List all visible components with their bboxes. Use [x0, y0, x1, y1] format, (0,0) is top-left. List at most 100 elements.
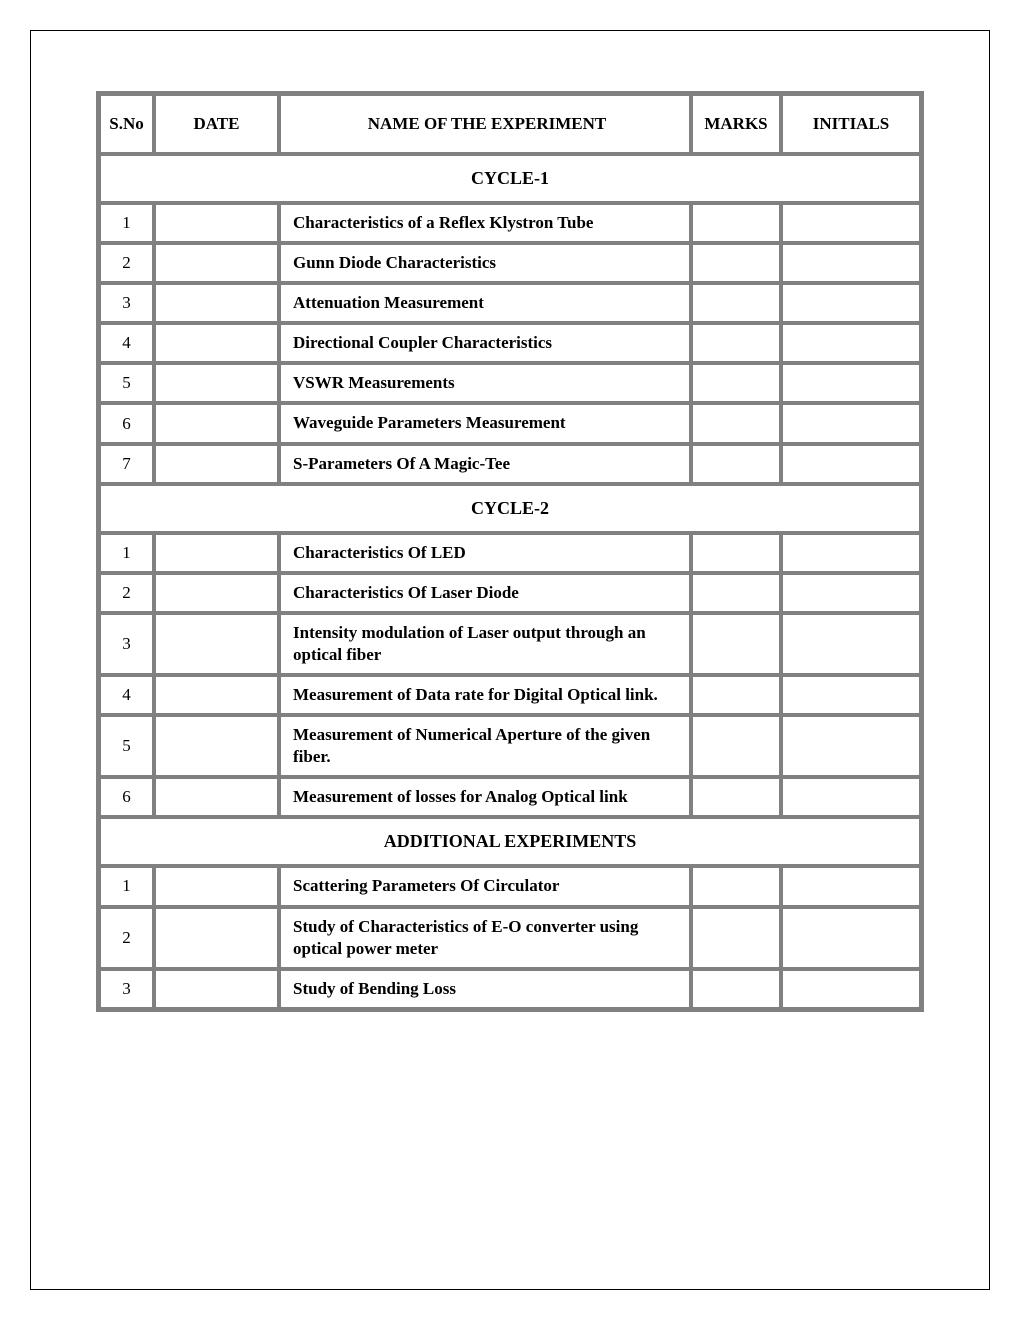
cell-experiment-name: Study of Characteristics of E-O converte…: [279, 907, 691, 969]
cell-marks: [691, 323, 781, 363]
section-header: CYCLE-2: [99, 484, 921, 533]
cell-sno: 2: [99, 573, 154, 613]
cell-sno: 3: [99, 613, 154, 675]
cell-marks: [691, 243, 781, 283]
table-row: 4Directional Coupler Characteristics: [99, 323, 921, 363]
cell-marks: [691, 283, 781, 323]
cell-initials: [781, 613, 921, 675]
cell-sno: 4: [99, 323, 154, 363]
table-body: CYCLE-11Characteristics of a Reflex Klys…: [99, 154, 921, 1009]
cell-marks: [691, 533, 781, 573]
cell-marks: [691, 675, 781, 715]
cell-date: [154, 613, 279, 675]
table-row: 2 Characteristics Of Laser Diode: [99, 573, 921, 613]
cell-date: [154, 243, 279, 283]
cell-marks: [691, 777, 781, 817]
cell-date: [154, 283, 279, 323]
cell-sno: 3: [99, 969, 154, 1009]
cell-experiment-name: VSWR Measurements: [279, 363, 691, 403]
section-title: CYCLE-1: [99, 154, 921, 203]
cell-initials: [781, 777, 921, 817]
cell-sno: 2: [99, 907, 154, 969]
table-row: 7S-Parameters Of A Magic-Tee: [99, 444, 921, 484]
cell-initials: [781, 675, 921, 715]
cell-date: [154, 573, 279, 613]
table-row: 2 Study of Characteristics of E-O convert…: [99, 907, 921, 969]
experiments-table: S.No DATE NAME OF THE EXPERIMENT MARKS I…: [96, 91, 924, 1012]
cell-marks: [691, 203, 781, 243]
table-row: 6 Measurement of losses for Analog Optica…: [99, 777, 921, 817]
cell-experiment-name: Attenuation Measurement: [279, 283, 691, 323]
cell-date: [154, 533, 279, 573]
cell-sno: 5: [99, 363, 154, 403]
cell-marks: [691, 403, 781, 443]
cell-marks: [691, 363, 781, 403]
cell-initials: [781, 907, 921, 969]
page-border: S.No DATE NAME OF THE EXPERIMENT MARKS I…: [30, 30, 990, 1290]
cell-date: [154, 675, 279, 715]
cell-date: [154, 866, 279, 906]
section-header: CYCLE-1: [99, 154, 921, 203]
cell-experiment-name: Characteristics Of Laser Diode: [279, 573, 691, 613]
cell-marks: [691, 573, 781, 613]
cell-sno: 6: [99, 403, 154, 443]
table-row: 6 Waveguide Parameters Measurement: [99, 403, 921, 443]
cell-initials: [781, 243, 921, 283]
cell-initials: [781, 573, 921, 613]
cell-initials: [781, 363, 921, 403]
cell-sno: 4: [99, 675, 154, 715]
cell-experiment-name: Measurement of Numerical Aperture of the…: [279, 715, 691, 777]
cell-initials: [781, 403, 921, 443]
table-row: 1 Scattering Parameters Of Circulator: [99, 866, 921, 906]
cell-initials: [781, 203, 921, 243]
cell-experiment-name: Scattering Parameters Of Circulator: [279, 866, 691, 906]
cell-marks: [691, 907, 781, 969]
cell-date: [154, 203, 279, 243]
cell-date: [154, 323, 279, 363]
section-header: ADDITIONAL EXPERIMENTS: [99, 817, 921, 866]
cell-experiment-name: Waveguide Parameters Measurement: [279, 403, 691, 443]
cell-sno: 1: [99, 866, 154, 906]
table-row: 4 Measurement of Data rate for Digital Op…: [99, 675, 921, 715]
cell-initials: [781, 715, 921, 777]
table-row: 5 VSWR Measurements: [99, 363, 921, 403]
cell-experiment-name: Gunn Diode Characteristics: [279, 243, 691, 283]
cell-date: [154, 363, 279, 403]
table-row: 2 Gunn Diode Characteristics: [99, 243, 921, 283]
cell-sno: 3: [99, 283, 154, 323]
cell-date: [154, 969, 279, 1009]
cell-experiment-name: Intensity modulation of Laser output thr…: [279, 613, 691, 675]
cell-date: [154, 444, 279, 484]
cell-marks: [691, 613, 781, 675]
header-marks: MARKS: [691, 94, 781, 154]
cell-sno: 5: [99, 715, 154, 777]
header-initials: INITIALS: [781, 94, 921, 154]
cell-date: [154, 777, 279, 817]
cell-marks: [691, 444, 781, 484]
cell-sno: 1: [99, 533, 154, 573]
cell-sno: 2: [99, 243, 154, 283]
cell-experiment-name: Measurement of losses for Analog Optical…: [279, 777, 691, 817]
cell-marks: [691, 866, 781, 906]
header-date: DATE: [154, 94, 279, 154]
header-name: NAME OF THE EXPERIMENT: [279, 94, 691, 154]
header-sno: S.No: [99, 94, 154, 154]
table-row: 3 Attenuation Measurement: [99, 283, 921, 323]
cell-initials: [781, 323, 921, 363]
table-row: 1Characteristics of a Reflex Klystron Tu…: [99, 203, 921, 243]
cell-marks: [691, 969, 781, 1009]
cell-date: [154, 907, 279, 969]
cell-sno: 6: [99, 777, 154, 817]
table-row: 3 Intensity modulation of Laser output th…: [99, 613, 921, 675]
cell-experiment-name: Measurement of Data rate for Digital Opt…: [279, 675, 691, 715]
cell-experiment-name: Characteristics of a Reflex Klystron Tub…: [279, 203, 691, 243]
table-row: 1Characteristics Of LED: [99, 533, 921, 573]
table-row: 5 Measurement of Numerical Aperture of th…: [99, 715, 921, 777]
table-header-row: S.No DATE NAME OF THE EXPERIMENT MARKS I…: [99, 94, 921, 154]
table-row: 3 Study of Bending Loss: [99, 969, 921, 1009]
cell-initials: [781, 444, 921, 484]
section-title: CYCLE-2: [99, 484, 921, 533]
cell-marks: [691, 715, 781, 777]
cell-experiment-name: Study of Bending Loss: [279, 969, 691, 1009]
cell-initials: [781, 969, 921, 1009]
